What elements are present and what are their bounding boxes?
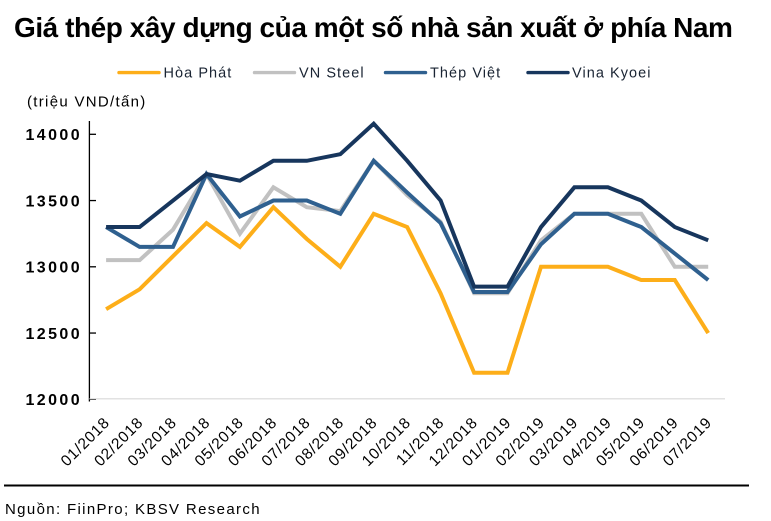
svg-text:13500: 13500 [26, 193, 83, 210]
svg-text:(triệu VND/tấn): (triệu VND/tấn) [27, 94, 147, 111]
svg-text:Hòa Phát: Hòa Phát [164, 66, 233, 82]
svg-text:12500: 12500 [26, 326, 83, 343]
svg-text:13000: 13000 [26, 260, 83, 277]
svg-text:Thép Việt: Thép Việt [430, 66, 501, 82]
svg-text:VN Steel: VN Steel [299, 66, 365, 82]
svg-text:12000: 12000 [26, 392, 83, 409]
svg-text:14000: 14000 [26, 127, 83, 144]
svg-text:Vina Kyoei: Vina Kyoei [572, 66, 652, 82]
svg-text:Nguồn: FiinPro; KBSV Research: Nguồn: FiinPro; KBSV Research [5, 501, 261, 518]
